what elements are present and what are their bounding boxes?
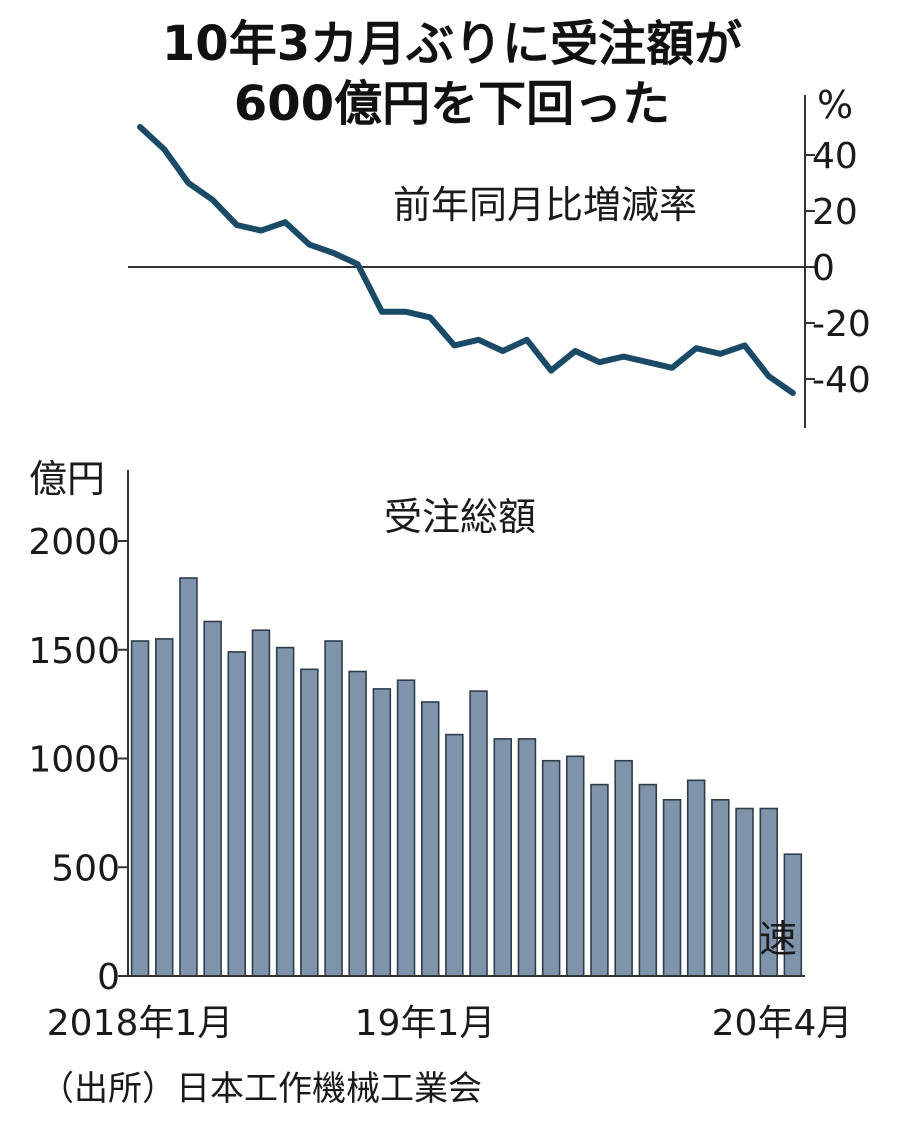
bar-x-label-2020-04: 20年4月 <box>712 1003 853 1044</box>
line-series-yoy-change <box>137 124 796 396</box>
line-chart-title: 前年同月比増減率 <box>393 183 697 227</box>
bar-2018-08 <box>300 668 319 977</box>
bar-2018-10 <box>348 670 367 977</box>
line-y-tick-label--40: -40 <box>812 360 871 401</box>
bar-2019-05 <box>517 738 537 977</box>
bar-2018-09 <box>324 640 343 977</box>
bar-2018-07 <box>275 646 295 977</box>
bar-2019-07 <box>565 755 585 977</box>
headline-line-2: 600億円を下回った <box>234 76 670 132</box>
bar-2019-10 <box>638 783 658 977</box>
bar-x-label-2019-01: 19年1月 <box>355 1003 496 1044</box>
bar-2018-12 <box>396 679 416 977</box>
bar-y-tick-label-500: 500 <box>51 848 120 889</box>
line-chart-y-ticks: 40 20 0 -20 -40 <box>805 136 871 401</box>
line-chart-unit-label: % <box>817 83 853 127</box>
bar-2020-02 <box>735 807 754 977</box>
bar-2019-09 <box>614 759 633 977</box>
bar-chart-unit-label: 億円 <box>29 457 105 501</box>
line-y-tick-label-40: 40 <box>812 136 858 177</box>
bar-2019-04 <box>493 738 512 977</box>
bar-2019-02 <box>445 733 464 977</box>
bar-y-tick-label-2000: 2000 <box>28 522 120 563</box>
bar-x-label-2018-01: 2018年1月 <box>47 1003 234 1044</box>
bar-series <box>130 577 803 977</box>
bar-2018-01 <box>130 640 150 977</box>
bar-2020-01 <box>711 798 730 977</box>
bar-chart-title: 受注総額 <box>384 495 536 539</box>
headline-line-1: 10年3カ月ぶりに受注額が <box>162 16 742 72</box>
bar-2019-12 <box>686 779 706 977</box>
bar-chart-y-ticks: 2000 1500 1000 500 0 <box>28 522 128 998</box>
bar-2018-04 <box>203 620 222 977</box>
line-y-tick-label-20: 20 <box>812 192 858 233</box>
line-chart: % 前年同月比増減率 40 20 0 -20 -40 <box>128 83 871 428</box>
bar-2019-11 <box>662 798 682 977</box>
bar-2018-11 <box>372 688 392 977</box>
bar-y-tick-label-1000: 1000 <box>28 740 120 781</box>
bar-y-tick-label-1500: 1500 <box>28 631 120 672</box>
bar-2019-01 <box>420 701 440 977</box>
bar-2019-08 <box>590 783 609 977</box>
bar-2018-02 <box>155 638 174 977</box>
line-y-tick-label-0: 0 <box>812 248 835 289</box>
bar-2019-03 <box>469 690 488 977</box>
bar-2018-05 <box>227 651 247 977</box>
bar-chart: 億円 受注総額 2000 1500 1000 500 0 速 2018年1月 19年1月… <box>28 457 852 1044</box>
bar-annotation-preliminary: 速 <box>759 917 797 961</box>
bar-y-tick-label-0: 0 <box>97 957 120 998</box>
source-note: （出所）日本工作機械工業会 <box>40 1069 482 1109</box>
bar-2018-03 <box>179 577 198 977</box>
bar-2018-06 <box>251 629 271 977</box>
line-y-tick-label--20: -20 <box>812 304 871 345</box>
bar-2019-06 <box>541 759 561 977</box>
